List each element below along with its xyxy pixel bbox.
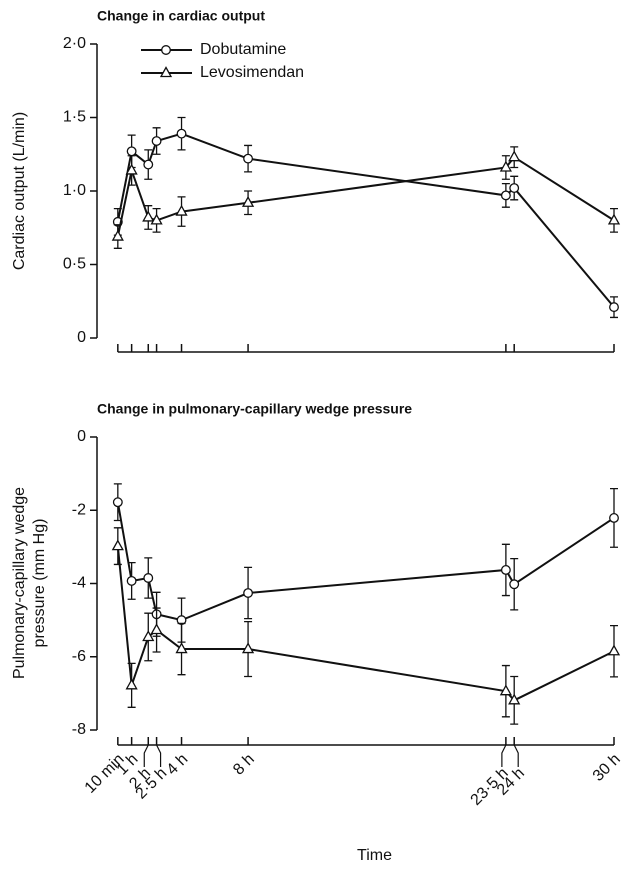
data-point xyxy=(508,693,521,705)
y-tick-label: -8 xyxy=(72,721,86,738)
data-point xyxy=(150,213,163,225)
series-line xyxy=(116,132,615,308)
x-tick-label: 8 h xyxy=(230,751,258,779)
data-point xyxy=(126,575,137,586)
data-point xyxy=(142,630,155,642)
data-point xyxy=(142,210,155,222)
legend-label: Levosimendan xyxy=(200,64,304,81)
data-point xyxy=(509,183,520,194)
data-point xyxy=(125,678,138,690)
y-tick-label: -2 xyxy=(72,501,86,518)
data-point xyxy=(175,204,188,216)
data-point xyxy=(509,579,520,590)
data-point xyxy=(112,497,123,508)
series-line xyxy=(116,155,615,237)
y-tick-label: -4 xyxy=(72,575,86,592)
chart-title: Change in cardiac output xyxy=(97,8,265,24)
data-point xyxy=(609,302,619,313)
data-point xyxy=(500,190,511,201)
data-point xyxy=(125,163,138,175)
y-tick-label: -6 xyxy=(72,648,86,665)
data-point xyxy=(243,153,254,164)
data-point xyxy=(499,684,512,696)
data-point xyxy=(499,160,512,172)
data-point xyxy=(176,128,187,139)
data-point xyxy=(609,512,619,523)
x-tick-leader xyxy=(501,744,507,767)
data-point xyxy=(126,146,137,157)
y-tick-label: 2·0 xyxy=(63,35,86,52)
series-line xyxy=(116,502,615,622)
data-point xyxy=(241,642,255,654)
x-tick-label: 30 h xyxy=(590,751,622,785)
legend-marker xyxy=(159,66,173,78)
y-axis-label: Cardiac output (L/min) xyxy=(11,112,28,270)
data-point xyxy=(607,213,621,225)
data-point xyxy=(607,644,621,656)
x-axis-label: Time xyxy=(357,847,392,864)
data-point xyxy=(111,539,124,551)
y-tick-label: 0 xyxy=(77,428,86,445)
data-point xyxy=(150,623,163,635)
y-axis-label: Pulmonary-capillary wedge xyxy=(11,487,28,679)
x-tick-leader xyxy=(143,744,149,767)
data-point xyxy=(241,195,255,207)
y-tick-label: 0 xyxy=(77,329,86,346)
data-point xyxy=(500,564,511,575)
series-line xyxy=(116,546,615,702)
data-point xyxy=(151,136,162,146)
data-point xyxy=(143,573,154,583)
data-point xyxy=(243,588,254,598)
y-tick-label: 0·5 xyxy=(63,256,86,273)
x-tick-leader xyxy=(513,744,519,767)
legend-marker xyxy=(161,45,171,55)
data-point xyxy=(111,229,124,241)
data-point xyxy=(508,150,521,162)
data-point xyxy=(175,642,188,654)
chart-title: Change in pulmonary-capillary wedge pres… xyxy=(97,401,412,417)
y-tick-label: 1·5 xyxy=(63,109,86,126)
legend-label: Dobutamine xyxy=(200,41,286,58)
y-tick-label: 1·0 xyxy=(63,182,86,199)
y-axis-label: pressure (mm Hg) xyxy=(31,519,48,648)
x-tick-leader xyxy=(156,744,162,767)
data-point xyxy=(143,159,154,170)
